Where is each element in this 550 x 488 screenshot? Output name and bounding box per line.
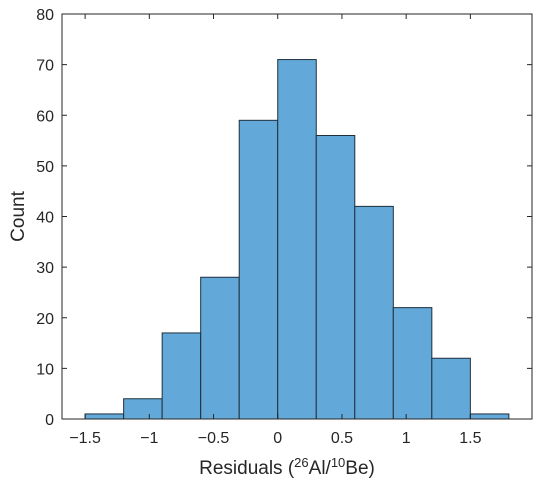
y-tick-label: 60 xyxy=(36,108,54,125)
y-tick-label: 20 xyxy=(36,311,54,328)
histogram-bar xyxy=(431,357,471,420)
histogram-bar xyxy=(354,205,394,420)
y-tick-label: 40 xyxy=(36,210,54,227)
y-tick-label: 10 xyxy=(36,361,54,378)
histogram-bar xyxy=(238,119,279,420)
histogram-bar xyxy=(277,59,317,420)
histogram-bar xyxy=(469,413,510,420)
x-tick-label: 1.5 xyxy=(459,430,481,447)
x-axis-label-sup-10: 10 xyxy=(331,455,345,470)
x-axis-ticks: −1.5 −1 −0.5 0 0.5 1 1.5 xyxy=(69,14,482,447)
y-tick-label: 30 xyxy=(36,260,54,277)
x-tick-label: 0.5 xyxy=(331,430,353,447)
x-tick-label: −0.5 xyxy=(198,430,230,447)
y-axis-ticks: 0 10 20 30 40 50 60 70 80 xyxy=(36,7,532,429)
histogram-bars xyxy=(84,59,510,420)
y-tick-label: 0 xyxy=(45,412,54,429)
x-axis-label-suffix: Be) xyxy=(345,458,375,479)
y-tick-label: 70 xyxy=(36,58,54,75)
x-tick-label: 1 xyxy=(402,430,411,447)
x-axis-label: Residuals (26Al/10Be) xyxy=(199,455,375,480)
histogram-bar xyxy=(200,276,240,420)
x-tick-label: −1 xyxy=(140,430,158,447)
x-tick-label: 0 xyxy=(273,430,282,447)
x-axis-label-sup-26: 26 xyxy=(294,455,308,470)
histogram-bar xyxy=(123,398,163,420)
x-tick-label: −1.5 xyxy=(69,430,101,447)
histogram-bar xyxy=(84,413,125,420)
y-tick-label: 50 xyxy=(36,159,54,176)
y-axis-label: Count xyxy=(8,190,29,241)
x-axis-label-mid: Al/ xyxy=(309,458,332,479)
x-axis-label-prefix: Residuals ( xyxy=(199,458,295,479)
y-tick-label: 80 xyxy=(36,7,54,24)
histogram-bar xyxy=(161,332,202,420)
histogram-bar xyxy=(315,135,356,420)
histogram-bar xyxy=(392,307,433,420)
